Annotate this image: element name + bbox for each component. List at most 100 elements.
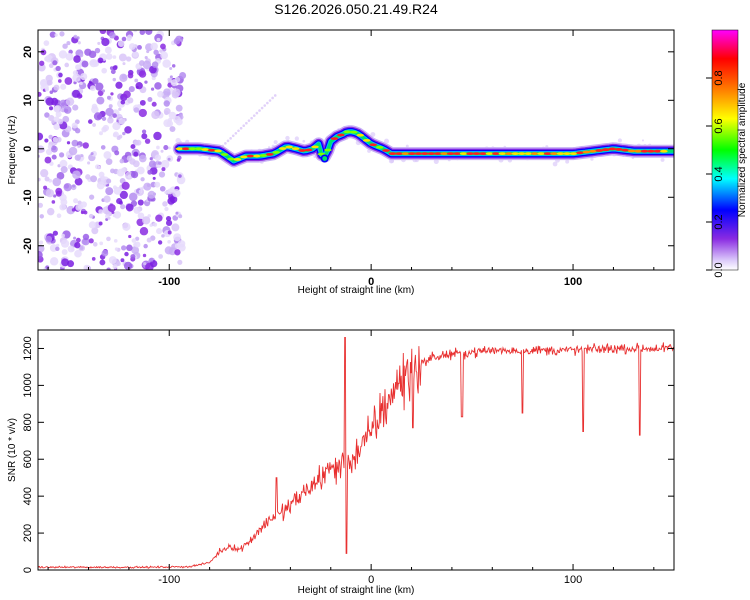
noise-blob	[164, 206, 169, 212]
noise-blob	[101, 126, 108, 133]
noise-blob	[128, 192, 138, 202]
noise-blob	[131, 238, 137, 243]
noise-blob	[98, 221, 103, 226]
noise-blob	[56, 172, 65, 180]
noise-blob	[138, 70, 147, 78]
ridge-peak	[265, 152, 274, 156]
noise-blob	[91, 227, 99, 235]
noise-blob	[74, 242, 81, 249]
noise-blob	[56, 243, 60, 248]
noise-blob	[44, 138, 49, 143]
ridge-peak	[543, 152, 552, 156]
ridge-peak	[233, 158, 242, 161]
noise-blob	[44, 112, 50, 118]
noise-blob	[174, 249, 181, 256]
noise-blob	[143, 262, 147, 266]
noise-blob	[88, 213, 94, 219]
noise-blob	[178, 214, 183, 219]
noise-blob	[85, 174, 91, 180]
noise-blob	[45, 189, 55, 198]
noise-blob	[46, 207, 55, 216]
noise-blob	[75, 237, 81, 243]
noise-blob	[92, 242, 98, 247]
noise-blob	[58, 152, 65, 158]
noise-blob	[163, 145, 169, 151]
noise-blob	[97, 90, 104, 96]
noise-blob	[141, 133, 148, 140]
noise-blob	[50, 145, 58, 153]
noise-blob	[93, 112, 103, 121]
noise-blob	[113, 239, 118, 243]
noise-blob	[75, 64, 82, 71]
noise-blob	[100, 145, 106, 150]
colorbar-gradient	[711, 29, 739, 271]
noise-blob	[76, 36, 80, 40]
noise-blob	[138, 60, 145, 66]
ridge-peak	[285, 145, 293, 149]
noise-blob	[178, 174, 182, 178]
noise-blob	[112, 65, 118, 71]
noise-blob	[226, 139, 230, 143]
noise-blob	[122, 62, 126, 66]
noise-blob	[38, 250, 43, 260]
noise-blob	[175, 118, 183, 126]
noise-blob	[151, 110, 160, 120]
noise-blob	[49, 31, 56, 38]
noise-blob	[80, 154, 84, 158]
noise-blob	[116, 261, 121, 267]
noise-blob	[71, 208, 76, 212]
noise-blob	[79, 245, 84, 250]
noise-blob	[147, 214, 151, 218]
noise-blob	[109, 31, 116, 39]
ridge-peak	[608, 147, 617, 151]
ridge-peak	[408, 152, 416, 156]
noise-blob	[72, 73, 81, 83]
noise-blob	[88, 221, 97, 229]
noise-blob	[118, 53, 127, 62]
noise-blob	[38, 91, 42, 97]
noise-blob	[155, 214, 163, 222]
noise-blob	[128, 86, 135, 93]
noise-blob	[100, 175, 106, 181]
noise-blob	[263, 104, 267, 107]
x-tick-label: -100	[158, 574, 180, 586]
noise-blob	[51, 200, 56, 204]
noise-blob	[56, 213, 62, 219]
noise-blob	[242, 124, 246, 128]
noise-blob	[39, 240, 44, 245]
noise-blob	[112, 55, 117, 59]
ridge-peak	[485, 152, 494, 156]
noise-blob	[88, 50, 97, 59]
ridge-peak	[414, 152, 423, 156]
noise-blob	[138, 108, 147, 118]
noise-blob	[138, 154, 147, 163]
ridge-peak	[291, 147, 300, 150]
ridge-peak	[589, 149, 597, 153]
noise-blob	[64, 62, 70, 68]
noise-blob	[101, 249, 109, 257]
noise-blob	[90, 175, 98, 183]
noise-blob	[43, 185, 48, 190]
ridge-peak	[259, 154, 268, 157]
snr-panel: -100 0 100 0 200 400 600 800 1000 1200 Height of…	[7, 329, 675, 596]
noise-blob	[231, 134, 235, 138]
y-tick-label: -20	[22, 238, 34, 254]
y-tick-label: 10	[22, 94, 34, 106]
noise-blob	[107, 95, 111, 100]
noise-blob	[169, 126, 176, 133]
ridge-peak	[440, 152, 449, 156]
noise-blob	[49, 257, 59, 266]
noise-blob	[127, 174, 132, 179]
noise-blob	[139, 30, 146, 35]
noise-blob	[110, 92, 114, 96]
noise-blob	[158, 254, 163, 259]
ridge-peak	[246, 154, 255, 158]
noise-blob	[154, 181, 161, 188]
noise-blob	[66, 205, 75, 215]
noise-blob	[125, 203, 134, 212]
noise-blob	[107, 203, 116, 213]
noise-blob	[152, 176, 156, 180]
noise-blob	[124, 126, 132, 134]
noise-blob	[55, 246, 60, 251]
noise-blob	[160, 149, 164, 153]
